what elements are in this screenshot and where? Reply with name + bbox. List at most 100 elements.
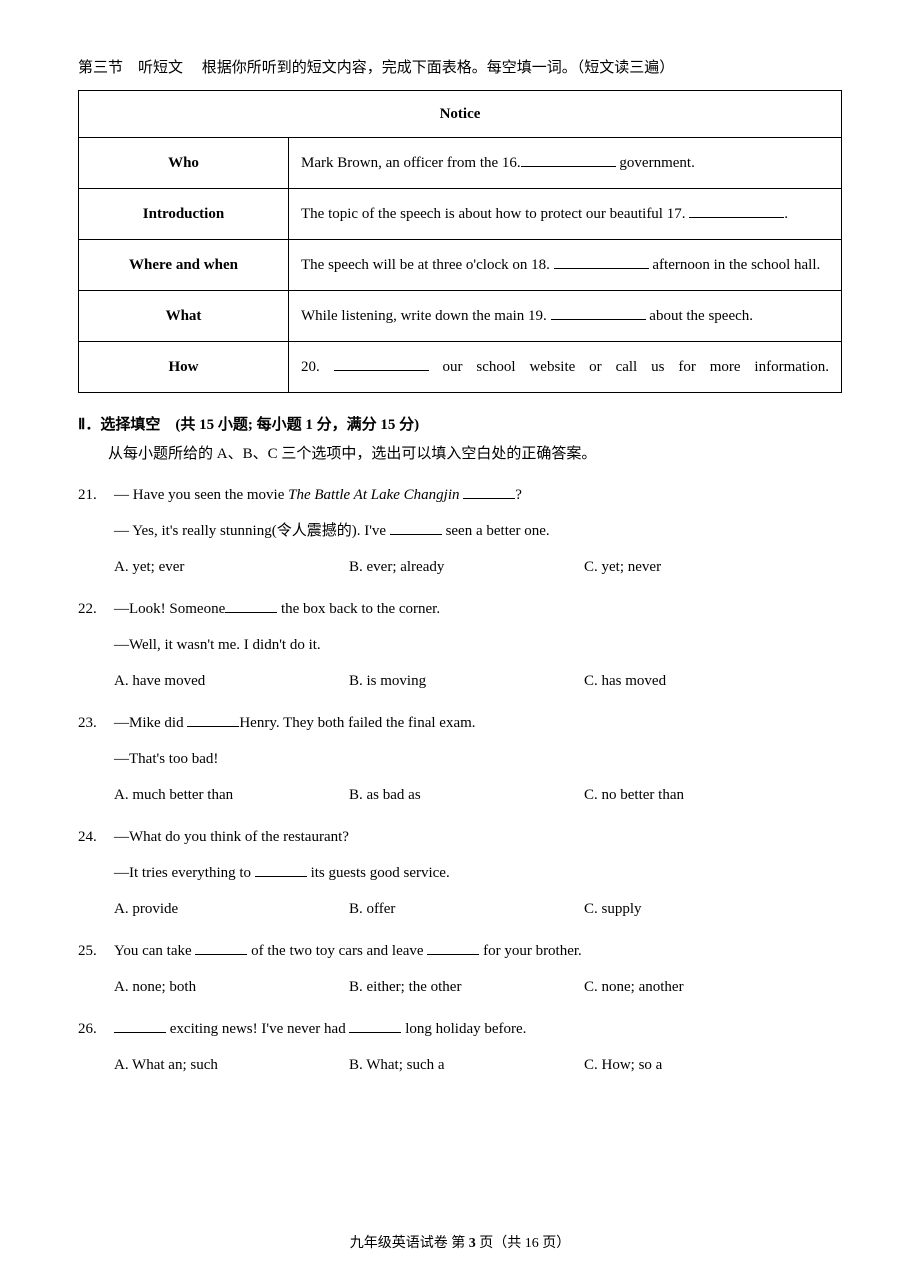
question-stem: —Look! Someone the box back to the corne… <box>114 591 842 627</box>
options-row: A. provideB. offerC. supply <box>114 891 842 927</box>
options-row: A. yet; everB. ever; alreadyC. yet; neve… <box>114 549 842 585</box>
option-b[interactable]: B. either; the other <box>349 969 584 1005</box>
section2-instructions: 从每小题所给的 A、B、C 三个选项中，选出可以填入空白处的正确答案。 <box>78 442 842 463</box>
question-stem: —Mike did Henry. They both failed the fi… <box>114 705 842 741</box>
fill-blank[interactable] <box>114 1018 166 1033</box>
question-number: 26. <box>78 1011 114 1083</box>
text-pre: The speech will be at three o'clock on 1… <box>301 257 554 273</box>
option-c[interactable]: C. has moved <box>584 663 666 699</box>
row-content-how: 20. our school website or call us for mo… <box>289 342 842 393</box>
option-b[interactable]: B. is moving <box>349 663 584 699</box>
question: 21.— Have you seen the movie The Battle … <box>78 477 842 585</box>
question-body: —Mike did Henry. They both failed the fi… <box>114 705 842 813</box>
fill-blank[interactable] <box>225 598 277 613</box>
notice-title: Notice <box>79 91 842 138</box>
fill-blank[interactable] <box>195 940 247 955</box>
question-body: You can take of the two toy cars and lea… <box>114 933 842 1005</box>
option-a[interactable]: A. much better than <box>114 777 349 813</box>
fill-blank[interactable] <box>390 520 442 535</box>
row-content-what: While listening, write down the main 19.… <box>289 291 842 342</box>
question-stem: You can take of the two toy cars and lea… <box>114 933 842 969</box>
blank-18[interactable] <box>554 254 649 269</box>
question-number: 23. <box>78 705 114 813</box>
row-content-where: The speech will be at three o'clock on 1… <box>289 240 842 291</box>
question: 24.—What do you think of the restaurant?… <box>78 819 842 927</box>
blank-17[interactable] <box>689 203 784 218</box>
question-number: 22. <box>78 591 114 699</box>
table-row: Where and when The speech will be at thr… <box>79 240 842 291</box>
question-body: —What do you think of the restaurant?—It… <box>114 819 842 927</box>
table-row: Introduction The topic of the speech is … <box>79 189 842 240</box>
row-label-intro: Introduction <box>79 189 289 240</box>
blank-20[interactable] <box>334 356 429 371</box>
footer-pre: 九年级英语试卷 第 <box>350 1236 469 1251</box>
row-content-intro: The topic of the speech is about how to … <box>289 189 842 240</box>
row-label-how: How <box>79 342 289 393</box>
questions-container: 21.— Have you seen the movie The Battle … <box>78 477 842 1083</box>
row-label-what: What <box>79 291 289 342</box>
text-pre: The topic of the speech is about how to … <box>301 206 689 222</box>
row-label-where: Where and when <box>79 240 289 291</box>
row-content-who: Mark Brown, an officer from the 16. gove… <box>289 138 842 189</box>
question: 26. exciting news! I've never had long h… <box>78 1011 842 1083</box>
text-pre: Mark Brown, an officer from the 16. <box>301 155 521 171</box>
options-row: A. much better thanB. as bad asC. no bet… <box>114 777 842 813</box>
fill-blank[interactable] <box>349 1018 401 1033</box>
movie-title: The Battle At Lake Changjin <box>288 487 459 503</box>
option-c[interactable]: C. How; so a <box>584 1047 662 1083</box>
option-a[interactable]: A. provide <box>114 891 349 927</box>
option-a[interactable]: A. none; both <box>114 969 349 1005</box>
question-stem: — Have you seen the movie The Battle At … <box>114 477 842 513</box>
text-post: about the speech. <box>646 308 753 324</box>
blank-19[interactable] <box>551 305 646 320</box>
option-c[interactable]: C. no better than <box>584 777 684 813</box>
options-row: A. have movedB. is movingC. has moved <box>114 663 842 699</box>
question-body: exciting news! I've never had long holid… <box>114 1011 842 1083</box>
option-b[interactable]: B. What; such a <box>349 1047 584 1083</box>
question: 25.You can take of the two toy cars and … <box>78 933 842 1005</box>
question-body: — Have you seen the movie The Battle At … <box>114 477 842 585</box>
options-row: A. What an; suchB. What; such aC. How; s… <box>114 1047 842 1083</box>
notice-table: Notice Who Mark Brown, an officer from t… <box>78 90 842 393</box>
option-c[interactable]: C. none; another <box>584 969 684 1005</box>
question-stem: —It tries everything to its guests good … <box>114 855 842 891</box>
question-number: 24. <box>78 819 114 927</box>
footer-post: 页（共 16 页） <box>476 1236 571 1251</box>
table-row: Who Mark Brown, an officer from the 16. … <box>79 138 842 189</box>
option-b[interactable]: B. offer <box>349 891 584 927</box>
option-c[interactable]: C. yet; never <box>584 549 661 585</box>
table-row: What While listening, write down the mai… <box>79 291 842 342</box>
row-label-who: Who <box>79 138 289 189</box>
question: 22.—Look! Someone the box back to the co… <box>78 591 842 699</box>
question-stem: —What do you think of the restaurant? <box>114 819 842 855</box>
section2-heading: Ⅱ．选择填空 (共 15 小题; 每小题 1 分，满分 15 分) <box>78 413 842 434</box>
question-stem: —Well, it wasn't me. I didn't do it. <box>114 627 842 663</box>
page-footer: 九年级英语试卷 第 3 页（共 16 页） <box>0 1232 920 1252</box>
question-stem: exciting news! I've never had long holid… <box>114 1011 842 1047</box>
option-a[interactable]: A. have moved <box>114 663 349 699</box>
option-c[interactable]: C. supply <box>584 891 642 927</box>
text-post: our school website or call us for more i… <box>429 359 829 375</box>
blank-16[interactable] <box>521 152 616 167</box>
exam-page: 第三节 听短文 根据你所听到的短文内容，完成下面表格。每空填一词。（短文读三遍）… <box>0 0 920 1274</box>
options-row: A. none; bothB. either; the otherC. none… <box>114 969 842 1005</box>
fill-blank[interactable] <box>187 712 239 727</box>
option-a[interactable]: A. What an; such <box>114 1047 349 1083</box>
fill-blank[interactable] <box>463 484 515 499</box>
question-stem: — Yes, it's really stunning(令人震撼的). I've… <box>114 513 842 549</box>
text-pre: While listening, write down the main 19. <box>301 308 551 324</box>
option-a[interactable]: A. yet; ever <box>114 549 349 585</box>
text-post: afternoon in the school hall. <box>649 257 821 273</box>
question-stem: —That's too bad! <box>114 741 842 777</box>
option-b[interactable]: B. as bad as <box>349 777 584 813</box>
footer-page-num: 3 <box>469 1236 476 1251</box>
option-b[interactable]: B. ever; already <box>349 549 584 585</box>
text-post: . <box>784 206 788 222</box>
fill-blank[interactable] <box>255 862 307 877</box>
question-number: 25. <box>78 933 114 1005</box>
section3-intro: 第三节 听短文 根据你所听到的短文内容，完成下面表格。每空填一词。（短文读三遍） <box>78 55 842 82</box>
question-number: 21. <box>78 477 114 585</box>
fill-blank[interactable] <box>427 940 479 955</box>
text-pre: 20. <box>301 359 334 375</box>
text-post: government. <box>616 155 695 171</box>
